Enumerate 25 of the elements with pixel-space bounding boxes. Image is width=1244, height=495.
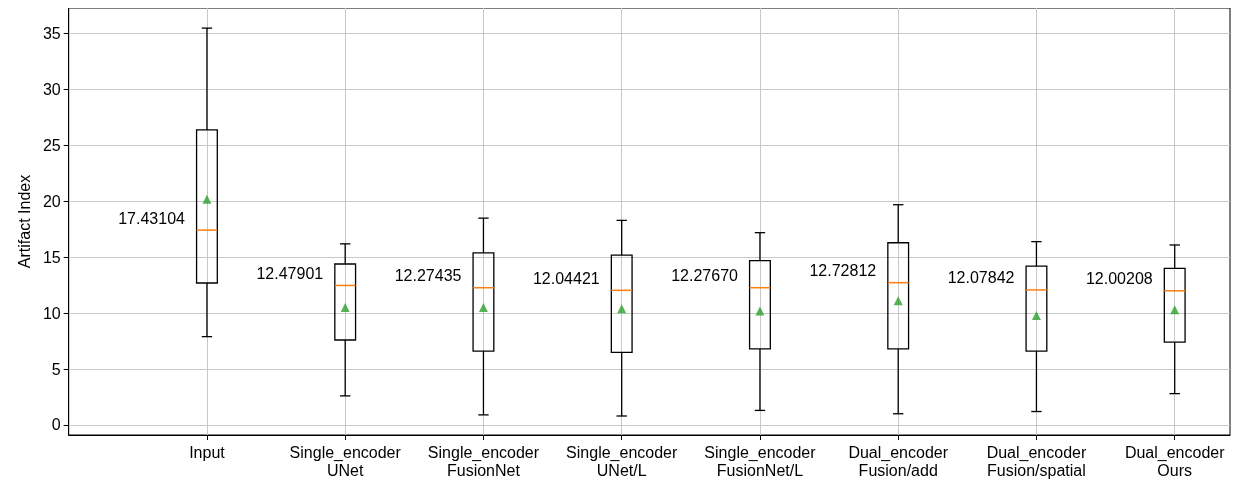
y-tick-label: 15	[42, 248, 61, 266]
y-tick-label: 30	[42, 81, 61, 99]
annotation: 12.27435	[394, 267, 462, 285]
annotation: 12.00208	[1085, 270, 1153, 288]
x-tick-label: Single_encoder FusionNet	[427, 443, 540, 479]
x-tick-label: Single_encoder UNet/L	[566, 443, 678, 479]
annotation: 12.04421	[532, 269, 600, 287]
annotation: 17.43104	[118, 209, 186, 227]
y-tick-label: 5	[51, 360, 61, 378]
x-tick-label: Single_encoder FusionNet/L	[704, 443, 817, 479]
y-tick-label: 0	[51, 416, 61, 434]
x-tick-label: Dual_encoder Fusion/spatial	[986, 443, 1087, 479]
y-tick-label: 20	[42, 192, 61, 210]
annotation: 12.47901	[256, 264, 324, 282]
x-tick-label: Dual_encoder Ours	[1124, 443, 1226, 479]
y-tick-label: 25	[42, 136, 61, 154]
y-tick-label: 10	[42, 304, 61, 322]
y-axis-title: Artifact Index	[15, 174, 33, 269]
y-tick-label: 35	[42, 25, 61, 43]
annotation: 12.72812	[809, 262, 877, 280]
x-tick-label: Single_encoder UNet	[289, 443, 402, 479]
annotation: 12.27670	[671, 267, 739, 285]
x-tick-label: Dual_encoder Fusion/add	[848, 443, 949, 479]
annotation: 12.07842	[947, 269, 1015, 287]
x-tick-label: Input	[189, 443, 226, 461]
